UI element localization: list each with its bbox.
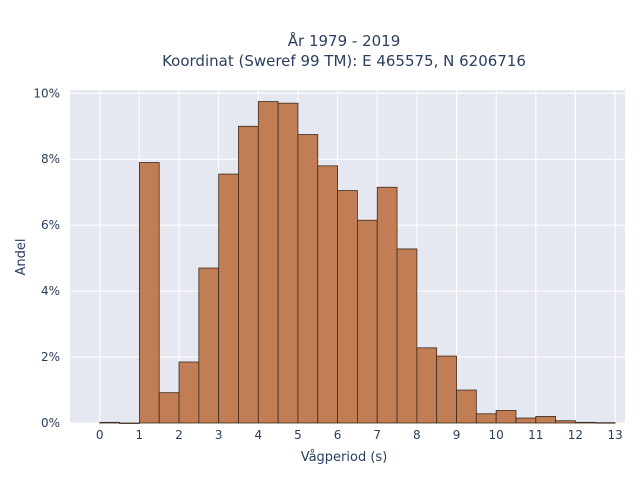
- x-tick-labels: 0 1 2 3 4 5 6 7 8 9 10 11 12 13: [96, 428, 623, 442]
- x-tick-label: 13: [607, 428, 622, 442]
- x-tick-label: 1: [136, 428, 144, 442]
- x-tick-label: 8: [413, 428, 421, 442]
- histogram-bar: [337, 190, 358, 424]
- histogram-bar: [138, 162, 160, 424]
- y-tick-label: 6%: [41, 218, 60, 232]
- y-axis-label: Andel: [14, 239, 29, 276]
- histogram-bar: [535, 416, 557, 424]
- histogram-bar: [357, 219, 378, 424]
- histogram-bar: [119, 422, 140, 424]
- x-tick-label: 9: [453, 428, 461, 442]
- y-tick-label: 0%: [41, 416, 60, 430]
- x-tick-label: 2: [175, 428, 183, 442]
- histogram-bar: [436, 355, 457, 424]
- histogram-bar: [257, 101, 279, 424]
- histogram-bar: [297, 134, 319, 424]
- x-axis-label: Vågperiod (s): [301, 450, 388, 465]
- histogram-bar: [238, 125, 259, 424]
- x-tick-label: 10: [489, 428, 504, 442]
- y-tick-label: 8%: [41, 152, 60, 166]
- chart-title-line-1: År 1979 - 2019: [288, 31, 401, 50]
- histogram-bar: [317, 165, 338, 424]
- histogram-bar: [396, 248, 418, 424]
- bars: [99, 101, 616, 424]
- histogram-bar: [277, 102, 299, 424]
- histogram-bar: [99, 421, 120, 424]
- x-tick-label: 12: [568, 428, 583, 442]
- histogram-bar: [198, 267, 220, 424]
- histogram-bar: [456, 389, 477, 424]
- y-tick-label: 10%: [33, 86, 60, 100]
- x-tick-label: 7: [373, 428, 381, 442]
- histogram-bar: [178, 361, 200, 424]
- x-tick-label: 5: [294, 428, 302, 442]
- x-tick-label: 4: [254, 428, 262, 442]
- x-tick-label: 0: [96, 428, 104, 442]
- y-tick-labels: 0% 2% 4% 6% 8% 10%: [33, 86, 60, 430]
- histogram-bar: [594, 422, 616, 424]
- histogram-bar: [376, 186, 398, 424]
- histogram-bar: [475, 413, 497, 424]
- histogram-bar: [218, 173, 239, 424]
- histogram-bar: [515, 417, 537, 424]
- y-tick-label: 4%: [41, 284, 60, 298]
- x-tick-label: 6: [334, 428, 342, 442]
- histogram-bar: [575, 421, 596, 424]
- x-tick-label: 11: [528, 428, 543, 442]
- histogram-bar: [555, 420, 576, 424]
- x-tick-label: 3: [215, 428, 223, 442]
- histogram-bar: [416, 347, 438, 424]
- histogram-bar: [158, 392, 180, 424]
- y-tick-label: 2%: [41, 350, 60, 364]
- chart-title-line-2: Koordinat (Sweref 99 TM): E 465575, N 62…: [162, 52, 526, 70]
- histogram-bar: [495, 410, 517, 424]
